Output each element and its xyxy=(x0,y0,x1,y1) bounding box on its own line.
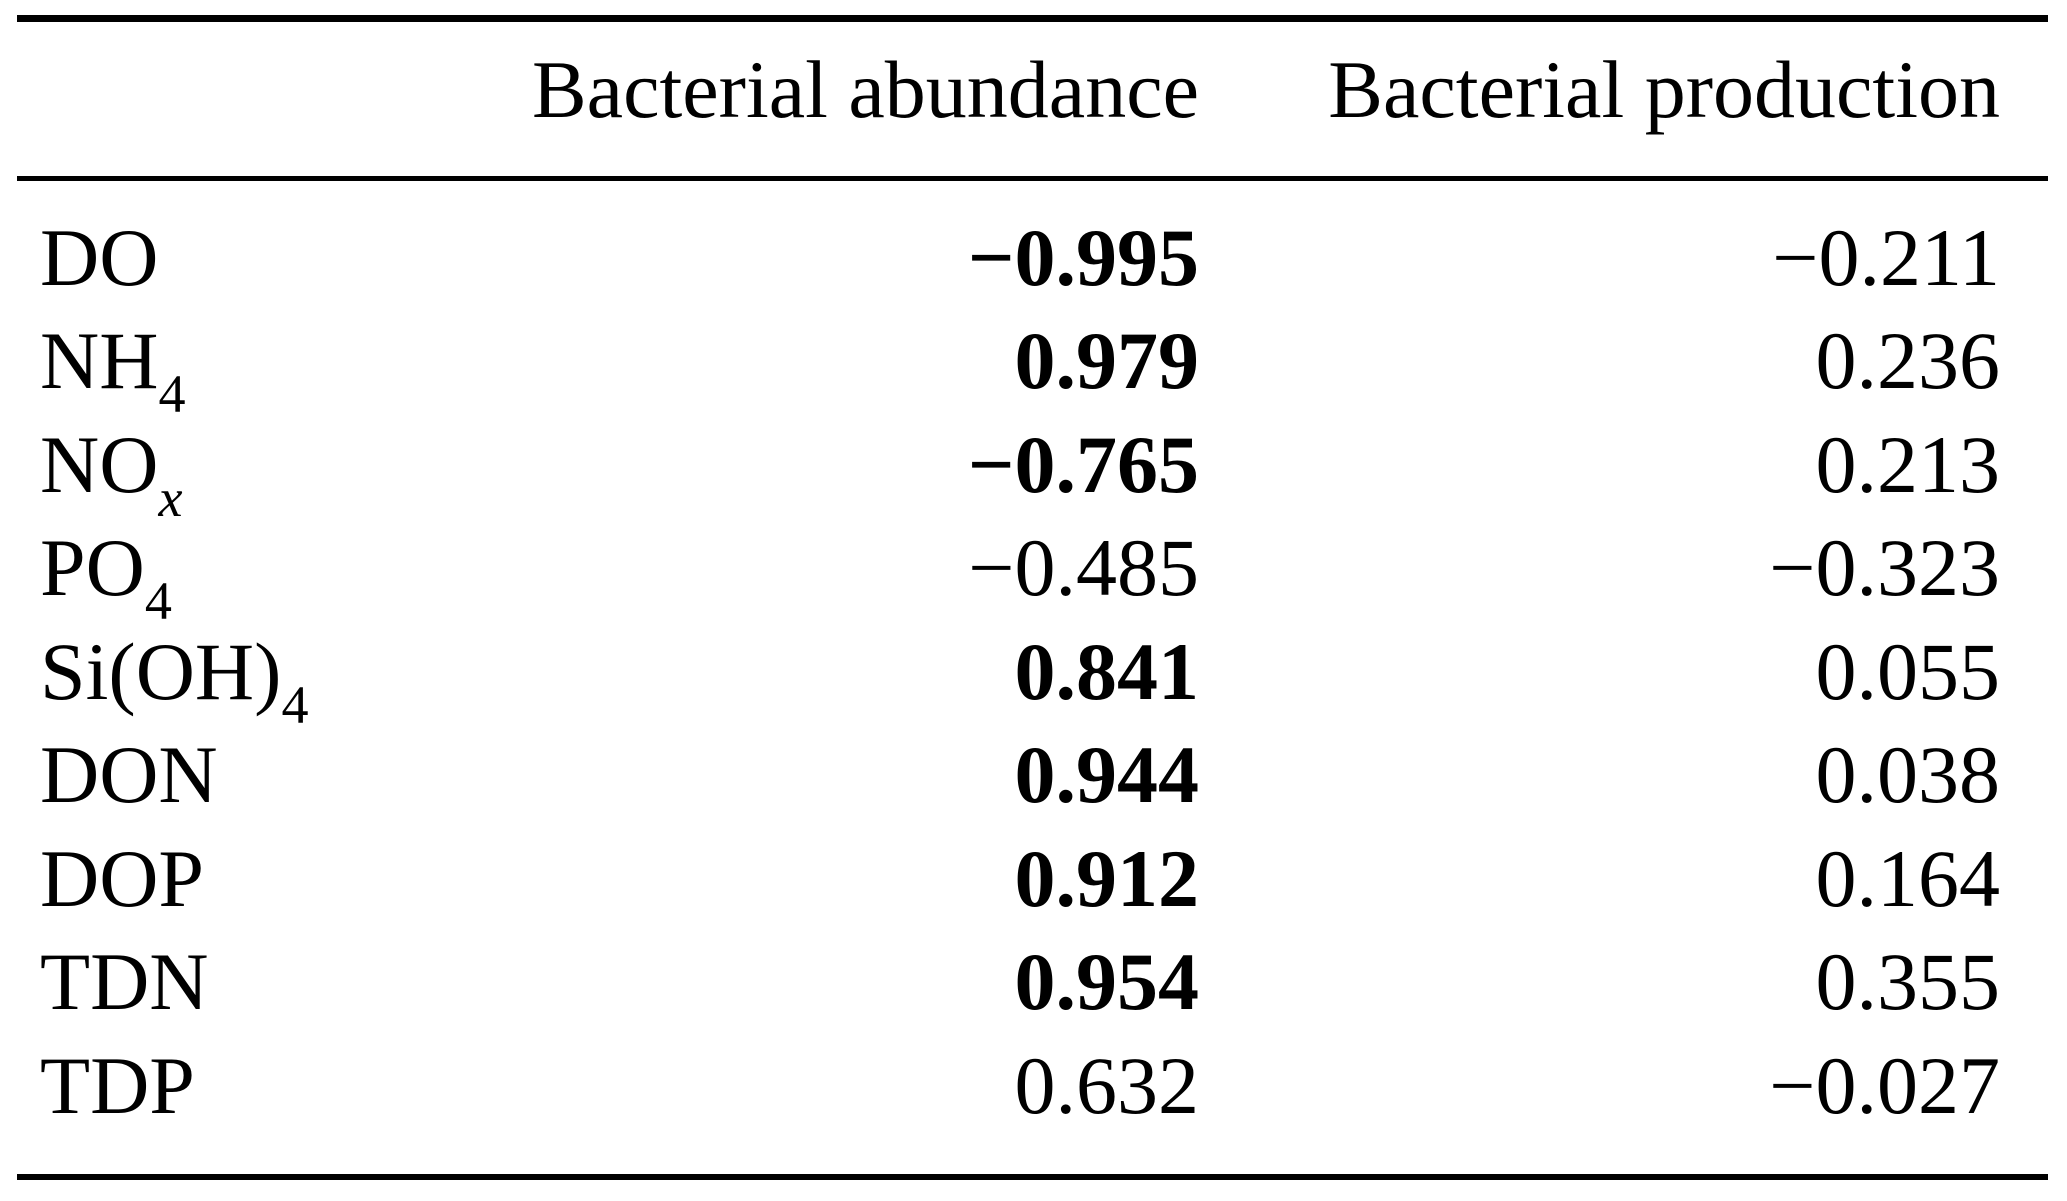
abundance-value: 0.912 xyxy=(1014,832,1200,924)
production-value: −0.323 xyxy=(1769,522,2000,614)
table-row-don: DON 0.944 0.038 xyxy=(40,724,2000,828)
row-label: TDN xyxy=(40,935,480,1029)
row-label-subscript: 4 xyxy=(144,571,172,632)
table-row-nox: NOx −0.765 0.213 xyxy=(40,413,2001,525)
row-label-text: TDN xyxy=(40,936,209,1028)
table-row-dop: DOP 0.912 0.164 xyxy=(40,827,2000,931)
table-row-sioh4: Si(OH)4 0.841 0.055 xyxy=(40,620,2001,732)
production-value: 0.038 xyxy=(1815,729,2001,821)
table-row-tdn: TDN 0.954 0.355 xyxy=(40,931,2000,1035)
abundance-value: 0.841 xyxy=(1014,625,1200,717)
table-bottom-rule xyxy=(17,1174,2048,1180)
row-label: DOP xyxy=(40,832,480,926)
production-value: 0.164 xyxy=(1815,832,2001,924)
row-label: PO4 xyxy=(40,521,480,628)
table-row-do: DO −0.995 −0.211 xyxy=(40,206,2000,310)
row-label: NOx xyxy=(40,418,480,525)
abundance-value: 0.954 xyxy=(1014,936,1200,1028)
row-label-text: Si(OH) xyxy=(40,625,282,717)
table-header-rule xyxy=(17,176,2048,181)
table-body: DO −0.995 −0.211 NH4 0.979 0.236 NOx −0.… xyxy=(40,206,2000,1138)
production-value: 0.355 xyxy=(1815,936,2001,1028)
table-top-rule xyxy=(17,15,2048,22)
row-label-text: NO xyxy=(40,418,159,510)
table-row-nh4: NH4 0.979 0.236 xyxy=(40,310,2001,421)
abundance-value: 0.632 xyxy=(1014,1039,1200,1131)
table-row-po4: PO4 −0.485 −0.323 xyxy=(40,517,2000,628)
row-label-subscript: 4 xyxy=(281,674,309,735)
table-header-row: Bacterial abundance Bacterial production xyxy=(40,40,2000,140)
production-value: 0.055 xyxy=(1815,625,2001,717)
production-value: −0.211 xyxy=(1772,211,2000,303)
abundance-value: 0.979 xyxy=(1014,315,1200,407)
row-label-text: PO xyxy=(40,522,145,614)
row-label-text: TDP xyxy=(40,1039,195,1131)
row-label: DO xyxy=(40,211,480,305)
row-label-subscript: 4 xyxy=(158,364,186,425)
row-label-text: DON xyxy=(40,729,218,821)
row-label: Si(OH)4 xyxy=(40,625,480,732)
row-label-text: DOP xyxy=(40,832,205,924)
abundance-value: −0.765 xyxy=(967,418,1199,510)
production-value: 0.213 xyxy=(1815,418,2001,510)
row-label-subscript: x xyxy=(158,467,183,528)
row-label: TDP xyxy=(40,1039,480,1133)
row-label: DON xyxy=(40,728,480,822)
table-row-tdp: TDP 0.632 −0.027 xyxy=(40,1034,2000,1138)
abundance-value: 0.944 xyxy=(1014,729,1200,821)
row-label: NH4 xyxy=(40,314,480,421)
production-value: −0.027 xyxy=(1769,1039,2000,1131)
header-bacterial-production: Bacterial production xyxy=(1328,44,2000,135)
row-label-text: NH xyxy=(40,315,159,407)
header-bacterial-abundance: Bacterial abundance xyxy=(531,44,1199,135)
row-label-text: DO xyxy=(40,211,159,303)
abundance-value: −0.485 xyxy=(968,522,1199,614)
abundance-value: −0.995 xyxy=(967,211,1199,303)
production-value: 0.236 xyxy=(1815,315,2001,407)
